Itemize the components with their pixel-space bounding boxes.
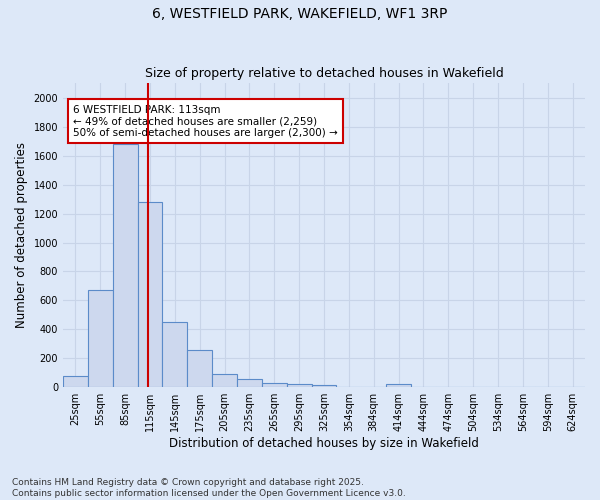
Bar xyxy=(287,384,311,387)
X-axis label: Distribution of detached houses by size in Wakefield: Distribution of detached houses by size … xyxy=(169,437,479,450)
Bar xyxy=(63,376,88,387)
Bar xyxy=(386,384,411,387)
Bar xyxy=(187,350,212,387)
Bar xyxy=(137,202,163,387)
Text: Contains HM Land Registry data © Crown copyright and database right 2025.
Contai: Contains HM Land Registry data © Crown c… xyxy=(12,478,406,498)
Bar xyxy=(237,378,262,387)
Bar xyxy=(311,385,337,387)
Text: 6 WESTFIELD PARK: 113sqm
← 49% of detached houses are smaller (2,259)
50% of sem: 6 WESTFIELD PARK: 113sqm ← 49% of detach… xyxy=(73,104,338,138)
Title: Size of property relative to detached houses in Wakefield: Size of property relative to detached ho… xyxy=(145,66,503,80)
Bar xyxy=(163,322,187,387)
Bar xyxy=(88,290,113,387)
Text: 6, WESTFIELD PARK, WAKEFIELD, WF1 3RP: 6, WESTFIELD PARK, WAKEFIELD, WF1 3RP xyxy=(152,8,448,22)
Bar xyxy=(262,383,287,387)
Y-axis label: Number of detached properties: Number of detached properties xyxy=(15,142,28,328)
Bar xyxy=(212,374,237,387)
Bar xyxy=(113,144,137,387)
